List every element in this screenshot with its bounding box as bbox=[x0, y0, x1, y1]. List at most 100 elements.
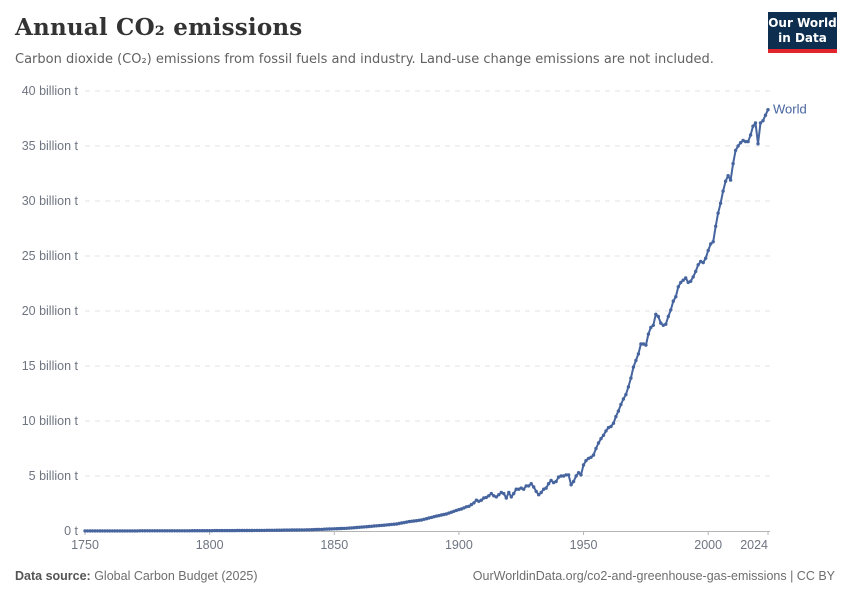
data-point-marker bbox=[312, 527, 316, 532]
credit-line: OurWorldinData.org/co2-and-greenhouse-ga… bbox=[472, 569, 835, 583]
data-point-marker bbox=[601, 433, 606, 437]
data-source: Data source: Global Carbon Budget (2025) bbox=[15, 569, 258, 583]
data-point-marker bbox=[512, 491, 516, 496]
data-point-marker bbox=[325, 527, 329, 531]
chart-subtitle: Carbon dioxide (CO₂) emissions from foss… bbox=[15, 52, 714, 67]
data-point-marker bbox=[716, 211, 720, 215]
data-point-marker bbox=[469, 502, 474, 507]
data-point-marker bbox=[554, 479, 558, 484]
data-point-marker bbox=[539, 490, 543, 495]
data-point-marker bbox=[651, 323, 655, 327]
data-point-marker bbox=[270, 528, 274, 532]
data-point-marker bbox=[614, 414, 618, 419]
data-point-marker bbox=[758, 121, 763, 125]
data-point-marker bbox=[140, 529, 144, 533]
data-point-marker bbox=[128, 529, 132, 533]
data-point-marker bbox=[120, 529, 125, 533]
data-point-marker bbox=[502, 491, 506, 496]
data-point-marker bbox=[684, 276, 688, 280]
data-point-marker bbox=[629, 376, 633, 380]
data-point-marker bbox=[150, 529, 154, 533]
owid-logo-line1: Our World bbox=[768, 15, 837, 30]
data-point-marker bbox=[382, 523, 386, 527]
series-label-world[interactable]: World bbox=[773, 102, 807, 117]
data-point-marker bbox=[504, 496, 508, 500]
data-point-marker bbox=[569, 483, 573, 487]
data-point-marker bbox=[559, 474, 563, 478]
data-point-marker bbox=[399, 521, 404, 525]
data-point-marker bbox=[352, 526, 356, 530]
data-point-marker bbox=[267, 528, 272, 532]
data-point-marker bbox=[247, 528, 252, 533]
data-point-marker bbox=[591, 453, 596, 457]
data-point-marker bbox=[212, 528, 217, 533]
data-point-marker bbox=[704, 256, 708, 260]
data-point-marker bbox=[113, 529, 117, 533]
y-tick-label: 30 billion t bbox=[22, 194, 79, 208]
data-point-marker bbox=[748, 133, 753, 137]
x-tick-label: 1900 bbox=[445, 538, 473, 552]
data-point-marker bbox=[118, 529, 122, 533]
world-series-line[interactable] bbox=[84, 108, 769, 532]
data-point-marker bbox=[659, 321, 663, 325]
owid-logo[interactable]: Our World in Data bbox=[768, 12, 837, 53]
data-point-marker bbox=[676, 285, 680, 289]
data-point-marker bbox=[302, 528, 307, 532]
data-point-marker bbox=[175, 529, 179, 533]
data-point-marker bbox=[322, 527, 326, 531]
data-point-marker bbox=[669, 308, 673, 312]
data-point-marker bbox=[412, 519, 416, 523]
data-point-marker bbox=[255, 528, 259, 533]
data-point-marker bbox=[202, 529, 207, 533]
data-point-marker bbox=[227, 528, 232, 533]
data-point-marker bbox=[287, 528, 292, 532]
data-point-marker bbox=[93, 529, 97, 533]
data-point-marker bbox=[599, 436, 603, 441]
data-point-marker bbox=[230, 528, 234, 533]
x-tick-label: 1950 bbox=[570, 538, 598, 552]
data-point-marker bbox=[489, 491, 493, 496]
data-point-marker bbox=[340, 526, 344, 531]
data-point-marker bbox=[317, 527, 321, 532]
data-point-marker bbox=[180, 529, 184, 533]
data-point-marker bbox=[297, 528, 302, 532]
data-point-marker bbox=[484, 495, 488, 500]
data-point-marker bbox=[350, 526, 354, 530]
data-point-marker bbox=[701, 260, 705, 265]
data-point-marker bbox=[292, 528, 297, 532]
y-tick-label: 20 billion t bbox=[22, 304, 79, 318]
data-point-marker bbox=[746, 139, 750, 144]
data-point-marker bbox=[756, 142, 760, 146]
data-point-marker bbox=[691, 275, 695, 279]
data-point-marker bbox=[604, 429, 608, 433]
data-point-marker bbox=[736, 144, 740, 148]
data-point-marker bbox=[639, 342, 643, 346]
data-point-marker bbox=[205, 529, 209, 533]
data-point-marker bbox=[85, 529, 90, 533]
data-source-text: Global Carbon Budget (2025) bbox=[90, 569, 258, 583]
data-point-marker bbox=[123, 529, 127, 533]
data-point-marker bbox=[245, 528, 249, 533]
data-point-marker bbox=[240, 528, 244, 533]
data-point-marker bbox=[584, 458, 588, 463]
data-point-marker bbox=[315, 527, 319, 532]
data-point-marker bbox=[125, 529, 130, 533]
data-point-marker bbox=[163, 529, 167, 533]
data-point-marker bbox=[666, 314, 670, 319]
data-point-marker bbox=[671, 299, 675, 303]
data-point-marker bbox=[135, 529, 139, 533]
x-tick-label: 2024 bbox=[740, 538, 768, 552]
y-tick-label: 25 billion t bbox=[22, 249, 79, 263]
data-point-marker bbox=[636, 352, 641, 356]
data-point-marker bbox=[257, 528, 262, 533]
data-point-marker bbox=[467, 504, 471, 508]
data-point-marker bbox=[696, 263, 700, 267]
data-point-marker bbox=[594, 446, 598, 451]
data-point-marker bbox=[753, 121, 758, 125]
data-point-marker bbox=[143, 529, 147, 533]
data-point-marker bbox=[374, 524, 379, 528]
data-point-marker bbox=[280, 528, 284, 532]
chart-title: Annual CO₂ emissions bbox=[15, 14, 303, 41]
